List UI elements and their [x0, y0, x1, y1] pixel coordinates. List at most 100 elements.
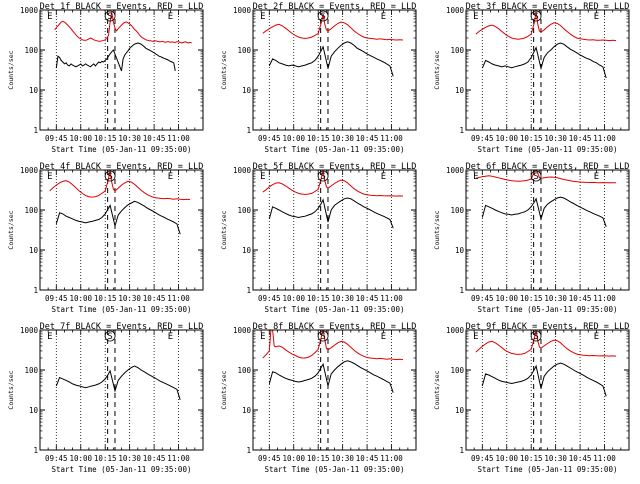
event-marker-e: E [473, 12, 478, 22]
lld-series-line [475, 330, 617, 357]
detector-panel-6: Det 6f BLACK = Events, RED = LLD Counts/s… [433, 162, 630, 314]
x-tick-label: 09:45 [258, 294, 281, 303]
y-tick-label: 1 [246, 286, 251, 295]
x-tick-label: 10:30 [331, 294, 354, 303]
event-marker-e: E [260, 172, 265, 182]
x-axis-label: Start Time (05-Jan-11 09:35:00) [265, 465, 405, 474]
x-tick-label: 10:30 [118, 134, 141, 143]
panel-title: Det 8f BLACK = Events, RED = LLD [253, 322, 417, 332]
detector-panel-2: Det 2f BLACK = Events, RED = LLD Counts/s… [220, 2, 417, 154]
x-tick-label: 10:30 [544, 294, 567, 303]
x-tick-label: 11:00 [380, 454, 403, 463]
y-axis-label: Counts/sec [433, 50, 441, 89]
y-tick-label: 100 [237, 46, 251, 55]
event-marker-e: E [594, 172, 599, 182]
x-tick-label: 11:00 [380, 294, 403, 303]
x-tick-label: 09:45 [45, 294, 68, 303]
event-marker-s: S [533, 332, 538, 342]
events-series-line [55, 42, 176, 72]
events-series-line [268, 41, 394, 77]
y-tick-label: 10 [242, 246, 252, 255]
x-axis-label: Start Time (05-Jan-11 09:35:00) [478, 305, 618, 314]
saa-circle [104, 170, 116, 182]
y-tick-label: 10 [29, 246, 39, 255]
event-marker-e: E [168, 332, 173, 342]
x-tick-label: 11:00 [167, 454, 190, 463]
saa-circle [530, 170, 542, 182]
lld-series-line [475, 169, 617, 184]
y-tick-label: 1000 [20, 326, 39, 335]
panel-title: Det 1f BLACK = Events, RED = LLD [40, 2, 204, 12]
x-axis-label: Start Time (05-Jan-11 09:35:00) [265, 305, 405, 314]
events-series-line [481, 362, 607, 397]
x-tick-label: 09:45 [258, 454, 281, 463]
y-tick-label: 10 [455, 406, 465, 415]
x-tick-label: 10:00 [69, 294, 92, 303]
y-tick-label: 1 [33, 286, 38, 295]
saa-circle [530, 10, 542, 22]
x-tick-label: 10:45 [569, 134, 592, 143]
x-tick-label: 11:00 [380, 134, 403, 143]
events-series-line [481, 196, 607, 227]
y-axis-label: Counts/sec [7, 50, 15, 89]
x-axis-label: Start Time (05-Jan-11 09:35:00) [265, 145, 405, 154]
panel-title: Det 6f BLACK = Events, RED = LLD [466, 162, 630, 172]
x-axis-label: Start Time (05-Jan-11 09:35:00) [52, 145, 192, 154]
x-tick-label: 10:30 [544, 134, 567, 143]
detector-panel-3: Det 3f BLACK = Events, RED = LLD Counts/s… [433, 2, 630, 154]
saa-circle [317, 170, 329, 182]
panel-title: Det 9f BLACK = Events, RED = LLD [466, 322, 630, 332]
y-tick-label: 1000 [20, 6, 39, 15]
y-tick-label: 1 [33, 126, 38, 135]
events-series-line [268, 360, 394, 393]
x-tick-label: 10:15 [307, 134, 330, 143]
detector-panel-8: Det 8f BLACK = Events, RED = LLD Counts/s… [220, 322, 417, 474]
saa-circle [530, 330, 542, 342]
x-tick-label: 09:45 [471, 134, 494, 143]
x-tick-label: 10:30 [118, 294, 141, 303]
x-tick-label: 10:45 [569, 294, 592, 303]
x-axis-label: Start Time (05-Jan-11 09:35:00) [478, 465, 618, 474]
y-tick-label: 100 [450, 366, 464, 375]
y-tick-label: 1 [459, 126, 464, 135]
x-tick-label: 10:00 [282, 454, 305, 463]
events-series-line [55, 365, 181, 400]
x-tick-label: 10:45 [143, 294, 166, 303]
y-axis-label: Counts/sec [220, 210, 228, 249]
events-series-line [55, 200, 181, 235]
x-tick-label: 09:45 [45, 134, 68, 143]
y-tick-label: 1 [459, 446, 464, 455]
x-tick-label: 10:15 [520, 294, 543, 303]
saa-circle [104, 330, 116, 342]
x-tick-label: 10:15 [520, 454, 543, 463]
y-tick-label: 1 [246, 446, 251, 455]
event-marker-e: E [473, 332, 478, 342]
event-marker-e: E [47, 12, 52, 22]
y-axis-label: Counts/sec [7, 210, 15, 249]
x-axis-label: Start Time (05-Jan-11 09:35:00) [52, 305, 192, 314]
x-tick-label: 09:45 [471, 454, 494, 463]
x-tick-label: 10:15 [307, 454, 330, 463]
y-tick-label: 1 [246, 126, 251, 135]
x-tick-label: 10:45 [356, 454, 379, 463]
event-marker-e: E [168, 172, 173, 182]
event-marker-e: E [260, 12, 265, 22]
panel-title: Det 5f BLACK = Events, RED = LLD [253, 162, 417, 172]
x-tick-label: 10:45 [356, 134, 379, 143]
detector-panel-9: Det 9f BLACK = Events, RED = LLD Counts/s… [433, 322, 630, 474]
x-tick-label: 10:00 [69, 134, 92, 143]
lld-series-line [262, 329, 404, 361]
panel-title: Det 7f BLACK = Events, RED = LLD [40, 322, 204, 332]
event-marker-s: S [320, 12, 325, 22]
x-tick-label: 10:15 [94, 454, 117, 463]
event-marker-e: E [47, 172, 52, 182]
event-marker-e: E [47, 332, 52, 342]
detector-panel-5: Det 5f BLACK = Events, RED = LLD Counts/s… [220, 162, 417, 314]
detector-panel-1: Det 1f BLACK = Events, RED = LLD Counts/s… [7, 2, 204, 154]
event-marker-e: E [594, 12, 599, 22]
x-tick-label: 11:00 [593, 134, 616, 143]
event-marker-s: S [320, 332, 325, 342]
event-marker-s: S [107, 332, 112, 342]
y-tick-label: 1 [459, 286, 464, 295]
